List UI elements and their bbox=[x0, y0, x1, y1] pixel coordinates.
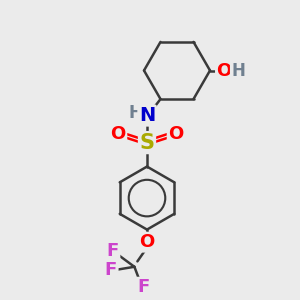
Text: F: F bbox=[107, 242, 119, 260]
Text: H: H bbox=[231, 61, 245, 80]
Text: O: O bbox=[217, 61, 232, 80]
Text: O: O bbox=[111, 125, 126, 143]
Text: O: O bbox=[140, 233, 154, 251]
Text: N: N bbox=[139, 106, 155, 125]
Text: F: F bbox=[105, 261, 117, 279]
Text: S: S bbox=[140, 133, 154, 153]
Text: H: H bbox=[129, 104, 142, 122]
Text: O: O bbox=[168, 125, 183, 143]
Text: F: F bbox=[137, 278, 149, 296]
